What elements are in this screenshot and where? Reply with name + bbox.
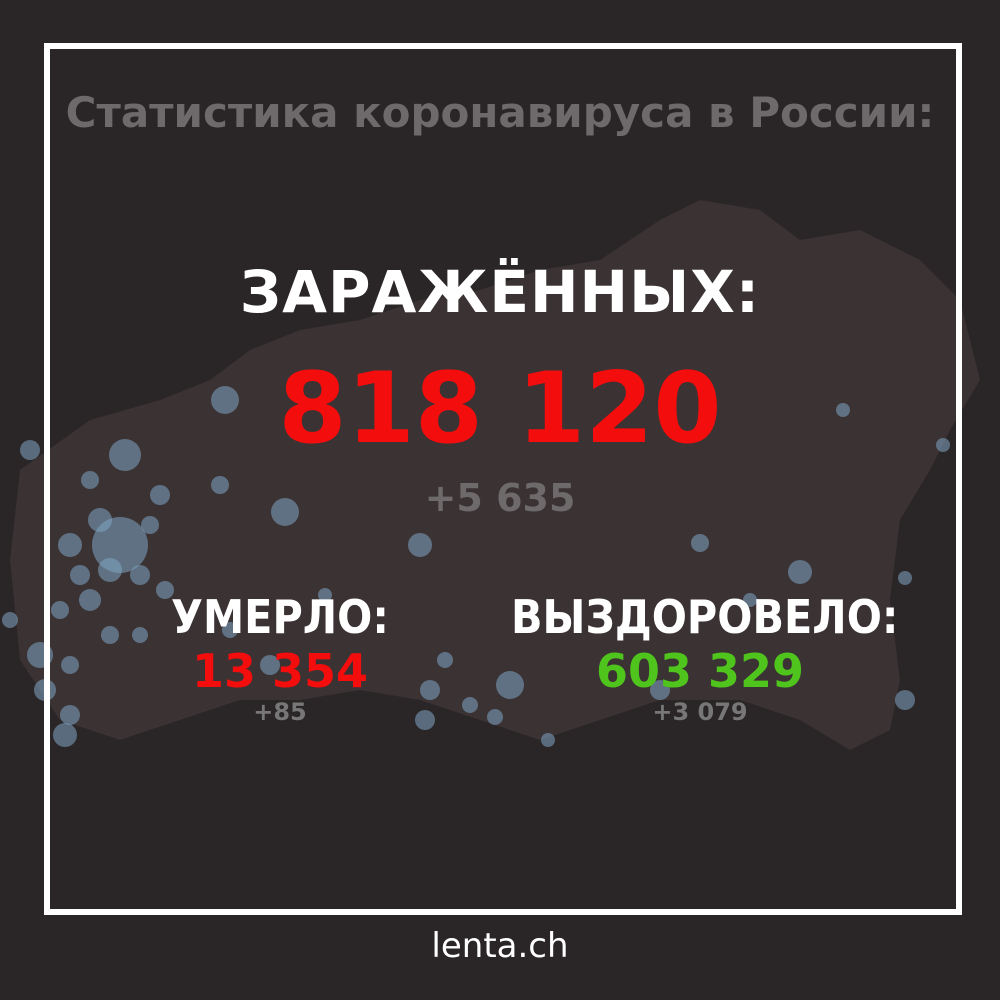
white-frame [44,43,962,915]
case-dot [408,533,432,557]
case-dot [743,593,757,607]
case-dot [51,601,69,619]
deaths-block: УМЕРЛО: 13 354 +85 [120,590,440,726]
case-dot [132,627,148,643]
case-dot [936,438,950,452]
recovered-label: ВЫЗДОРОВЕЛО: [511,590,899,644]
deaths-value: 13 354 [191,644,369,698]
recovered-block: ВЫЗДОРОВЕЛО: 603 329 +3 079 [490,590,910,726]
case-dot [58,533,82,557]
case-dot [222,622,238,638]
case-dot [20,440,40,460]
case-dot [462,697,478,713]
case-dot [88,508,112,532]
case-dot [496,671,524,699]
recovered-delta: +3 079 [652,698,748,726]
case-dot [836,403,850,417]
case-dot [541,733,555,747]
infected-value: 818 120 [278,352,722,466]
infected-label: ЗАРАЖЁННЫХ: [239,258,761,326]
deaths-label: УМЕРЛО: [171,590,389,644]
case-dot [895,690,915,710]
case-dot [79,589,101,611]
case-dot [260,655,280,675]
case-dot [81,471,99,489]
case-dot [61,656,79,674]
case-dot [150,485,170,505]
case-dot [211,386,239,414]
case-dot [70,565,90,585]
recovered-value: 603 329 [595,644,805,698]
footer-brand: lenta.ch [431,926,569,966]
case-dot [2,612,18,628]
case-dot [130,565,150,585]
case-dot [318,588,332,602]
case-dot [109,439,141,471]
infected-delta: +5 635 [424,476,576,520]
case-dot [211,476,229,494]
case-dot [53,723,77,747]
case-dot [788,560,812,584]
case-dot [156,581,174,599]
case-dot [650,680,670,700]
case-dot [271,498,299,526]
deaths-delta: +85 [253,698,307,726]
case-dot [141,516,159,534]
case-dot [101,626,119,644]
case-dot [98,558,122,582]
case-dot [415,710,435,730]
case-dot [60,705,80,725]
case-dot [420,680,440,700]
case-dots [2,386,950,747]
case-dot [437,652,453,668]
case-dot [691,534,709,552]
case-dot [487,709,503,725]
russia-map-shape [10,200,980,750]
page-title: Статистика коронавируса в России: [65,88,935,137]
case-dot [898,571,912,585]
